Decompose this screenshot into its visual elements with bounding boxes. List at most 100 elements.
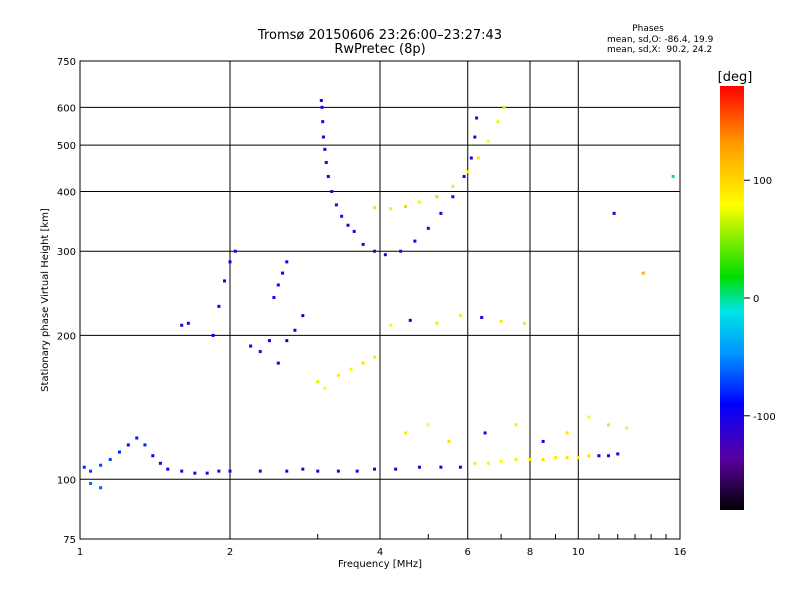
data-point [193, 471, 197, 475]
y-tick-label: 400 [57, 187, 76, 198]
data-point [553, 456, 557, 460]
data-point [496, 120, 500, 124]
data-point [607, 454, 611, 458]
data-point [340, 214, 344, 218]
data-point [346, 223, 350, 227]
data-point [319, 99, 323, 103]
data-point [612, 211, 616, 215]
data-point [671, 174, 675, 178]
x-tick-label: 1 [77, 547, 83, 558]
axis-ticks: 1 2 4 6 8 10 16 75 100 200 300 400 500 600 750 [57, 57, 686, 558]
colorbar-ticks: 100 0 -100 [744, 176, 776, 423]
data-point [135, 436, 139, 440]
x-tick-label: 4 [377, 547, 383, 558]
data-point [361, 361, 365, 365]
data-point [528, 457, 532, 461]
data-point [373, 355, 377, 359]
x-tick-label: 10 [572, 547, 585, 558]
data-point [389, 207, 393, 211]
y-tick-label: 200 [57, 331, 76, 342]
data-point [597, 454, 601, 458]
data-point [587, 454, 591, 458]
data-point [334, 203, 338, 207]
data-point [514, 457, 518, 461]
y-tick-label: 600 [57, 103, 76, 114]
y-tick-label: 750 [57, 57, 76, 68]
data-point [267, 339, 271, 343]
data-point [462, 174, 466, 178]
y-tick-label: 75 [63, 535, 76, 546]
data-point [223, 279, 227, 283]
data-point [321, 135, 325, 139]
data-point [389, 323, 393, 327]
data-point [514, 423, 518, 427]
data-point [321, 120, 325, 124]
data-point [301, 467, 305, 471]
stats-heading: Phases [632, 24, 664, 34]
data-point [89, 481, 93, 485]
data-point [281, 271, 285, 275]
data-point [293, 328, 297, 332]
data-point [403, 431, 407, 435]
data-point [373, 206, 377, 210]
stats-o-line: mean, sd,O: -86.4, 19.9 [607, 35, 714, 45]
data-point [336, 373, 340, 377]
data-point [301, 314, 305, 318]
x-axis-label: Frequency [MHz] [338, 559, 422, 570]
data-point [99, 486, 103, 490]
stats-x-line: mean, sd,X: 90.2, 24.2 [607, 45, 712, 55]
data-point [330, 189, 334, 193]
data-point [143, 443, 147, 447]
chart-title: Tromsø 20150606 23:26:00–23:27:43 [257, 28, 502, 43]
data-point [473, 135, 477, 139]
colorbar-tick-label: 0 [753, 294, 759, 305]
colorbar-tick-label: 100 [753, 176, 772, 187]
data-point [486, 461, 490, 465]
data-point [403, 205, 407, 209]
data-point [499, 459, 503, 463]
data-point [180, 469, 184, 473]
data-points [82, 99, 675, 490]
data-point [217, 469, 221, 473]
x-tick-label: 8 [527, 547, 533, 558]
data-point [473, 461, 477, 465]
data-point [565, 431, 569, 435]
data-point [426, 423, 430, 427]
data-point [394, 467, 398, 471]
data-point [272, 296, 276, 300]
plot-frame [79, 60, 681, 540]
data-point [399, 249, 403, 253]
data-point [458, 314, 462, 318]
data-point [451, 195, 455, 199]
data-point [435, 195, 439, 199]
data-point [417, 465, 421, 469]
data-point [326, 174, 330, 178]
data-point [108, 457, 112, 461]
x-tick-label: 16 [674, 547, 687, 558]
data-point [316, 380, 320, 384]
data-point [82, 465, 86, 469]
data-point [126, 443, 130, 447]
data-point [475, 116, 479, 120]
x-tick-label: 2 [227, 547, 233, 558]
data-point [233, 249, 237, 253]
data-point [576, 456, 580, 460]
data-point [447, 439, 451, 443]
grid [80, 61, 680, 539]
data-point [336, 469, 340, 473]
data-point [523, 321, 527, 325]
data-point [285, 469, 289, 473]
data-point [476, 156, 480, 160]
data-point [587, 415, 591, 419]
data-point [158, 461, 162, 465]
data-point [616, 452, 620, 456]
data-point [217, 304, 221, 308]
data-point [417, 200, 421, 204]
y-tick-label: 100 [57, 475, 76, 486]
y-tick-label: 300 [57, 247, 76, 258]
data-point [458, 465, 462, 469]
data-point [625, 426, 629, 430]
data-point [426, 226, 430, 230]
data-point [439, 211, 443, 215]
